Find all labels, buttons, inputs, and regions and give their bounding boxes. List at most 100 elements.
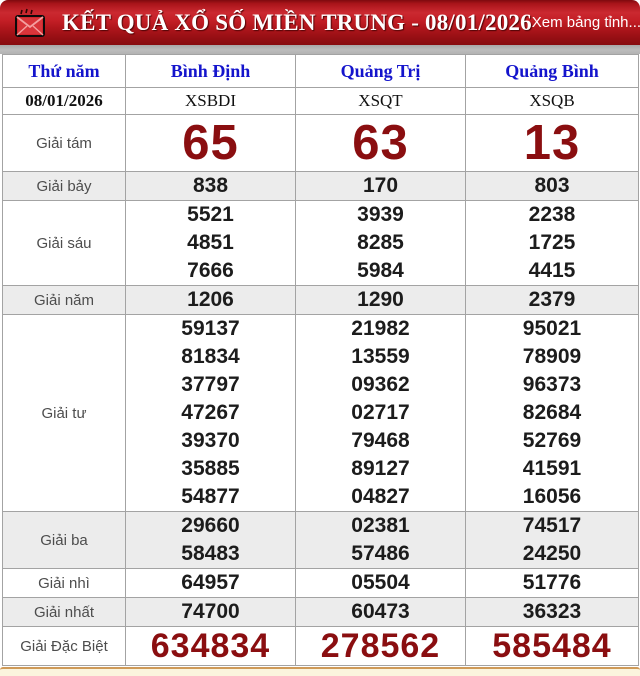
prize-number: 838 bbox=[192, 174, 229, 197]
prize-numbers-cell: 29660 58483 bbox=[125, 511, 296, 569]
prize-number: 82684 bbox=[522, 401, 582, 424]
prize-numbers-cell: 60473 bbox=[295, 597, 466, 627]
prize-number: 52769 bbox=[522, 429, 582, 452]
prize-number: 58483 bbox=[181, 542, 240, 565]
prize-label: Giải năm bbox=[2, 285, 126, 315]
prize-number: 51776 bbox=[522, 571, 582, 594]
prize-number: 04827 bbox=[351, 485, 410, 508]
prize-number: 5984 bbox=[357, 259, 404, 282]
prize-number: 64957 bbox=[181, 571, 240, 594]
prize-number: 39370 bbox=[181, 429, 240, 452]
prize-number: 41591 bbox=[522, 457, 582, 480]
prize-numbers-cell: 64957 bbox=[125, 568, 296, 598]
prize-number: 29660 bbox=[181, 514, 240, 537]
prize-label: Giải sáu bbox=[2, 200, 126, 286]
prize-numbers-cell: 1206 bbox=[125, 285, 296, 315]
prize-number: 02717 bbox=[351, 401, 410, 424]
prize-number: 634834 bbox=[150, 627, 271, 665]
prize-numbers-cell: 36323 bbox=[465, 597, 639, 627]
page-title: KẾT QUẢ XỔ SỐ MIỀN TRUNG - 08/01/2026 bbox=[62, 9, 532, 35]
prize-label: Giải nhất bbox=[2, 597, 126, 627]
prize-row: Giải bảy 838 170 803 bbox=[2, 171, 639, 201]
prize-number: 2379 bbox=[528, 288, 576, 311]
prize-label: Giải tám bbox=[2, 114, 126, 172]
prize-number: 57486 bbox=[351, 542, 410, 565]
prize-label: Giải ba bbox=[2, 511, 126, 569]
prize-numbers-cell: 65 bbox=[125, 114, 296, 172]
prize-row: Giải năm 1206 1290 2379 bbox=[2, 285, 639, 315]
prize-number: 02381 bbox=[351, 514, 410, 537]
prize-label: Giải tư bbox=[2, 314, 126, 512]
prize-number: 585484 bbox=[492, 627, 612, 665]
province-link-quang-tri[interactable]: Quảng Trị bbox=[295, 54, 466, 88]
province-link-binh-dinh[interactable]: Bình Định bbox=[125, 54, 296, 88]
prize-numbers-cell: 634834 bbox=[125, 626, 296, 666]
prize-numbers-cell: 803 bbox=[465, 171, 639, 201]
prize-number: 74700 bbox=[181, 600, 240, 623]
province-link-quang-binh[interactable]: Quảng Bình bbox=[465, 54, 639, 88]
prize-number: 4415 bbox=[528, 259, 576, 282]
prize-label: Giải nhì bbox=[2, 568, 126, 598]
prize-number: 24250 bbox=[522, 542, 582, 565]
prize-number: 5521 bbox=[187, 203, 234, 226]
mail-icon bbox=[14, 7, 50, 39]
prize-numbers-cell: 3939 8285 5984 bbox=[295, 200, 466, 286]
prize-number: 4851 bbox=[187, 231, 234, 254]
header-shadow-strip bbox=[0, 45, 640, 54]
prize-numbers-cell: 585484 bbox=[465, 626, 639, 666]
draw-date: 08/01/2026 bbox=[2, 87, 126, 115]
prize-label: Giải bảy bbox=[2, 171, 126, 201]
prize-numbers-cell: 95021 78909 96373 82684 52769 41591 16056 bbox=[465, 314, 639, 512]
column-header-row: Thứ năm Bình Định Quảng Trị Quảng Bình bbox=[2, 54, 639, 88]
prize-numbers-cell: 02381 57486 bbox=[295, 511, 466, 569]
prize-numbers-cell: 2379 bbox=[465, 285, 639, 315]
prize-number: 59137 bbox=[181, 317, 240, 340]
prize-number: 13 bbox=[523, 116, 581, 170]
view-province-table-link[interactable]: Xem bảng tỉnh... bbox=[532, 11, 640, 35]
prize-numbers-cell: 21982 13559 09362 02717 79468 89127 04827 bbox=[295, 314, 466, 512]
prize-number: 95021 bbox=[522, 317, 582, 340]
prize-row: Giải tám 65 63 13 bbox=[2, 114, 639, 172]
prize-number: 278562 bbox=[320, 627, 441, 665]
prize-number: 78909 bbox=[522, 345, 582, 368]
prize-number: 7666 bbox=[187, 259, 234, 282]
prize-row: Giải ba 29660 58483 02381 57486 74517 24250 bbox=[2, 511, 639, 569]
prize-number: 13559 bbox=[351, 345, 410, 368]
province-code: XSQB bbox=[465, 87, 639, 115]
prize-number: 1206 bbox=[187, 288, 234, 311]
prize-number: 05504 bbox=[351, 571, 410, 594]
prize-numbers-cell: 278562 bbox=[295, 626, 466, 666]
province-code: XSQT bbox=[295, 87, 466, 115]
prize-number: 2238 bbox=[528, 203, 576, 226]
prize-number: 74517 bbox=[522, 514, 582, 537]
prize-numbers-cell: 170 bbox=[295, 171, 466, 201]
prize-number: 65 bbox=[182, 116, 239, 170]
prize-number: 803 bbox=[534, 174, 570, 197]
view-link-label[interactable]: Xem bảng tỉnh... bbox=[531, 14, 640, 31]
prize-numbers-cell: 63 bbox=[295, 114, 466, 172]
province-code: XSBDI bbox=[125, 87, 296, 115]
prize-numbers-cell: 1290 bbox=[295, 285, 466, 315]
prize-number: 47267 bbox=[181, 401, 240, 424]
prize-number: 8285 bbox=[357, 231, 404, 254]
prize-number: 36323 bbox=[522, 600, 582, 623]
prize-row: Giải tư 59137 81834 37797 47267 39370 35885 548… bbox=[2, 314, 639, 512]
prize-numbers-cell: 838 bbox=[125, 171, 296, 201]
day-header[interactable]: Thứ năm bbox=[2, 54, 126, 88]
prize-numbers-cell: 5521 4851 7666 bbox=[125, 200, 296, 286]
prize-number: 16056 bbox=[522, 485, 582, 508]
prize-number: 54877 bbox=[181, 485, 240, 508]
prize-row: Giải nhì 64957 05504 51776 bbox=[2, 568, 639, 598]
next-section-top-strip bbox=[0, 667, 640, 676]
prize-number: 3939 bbox=[357, 203, 404, 226]
prize-numbers-cell: 59137 81834 37797 47267 39370 35885 54877 bbox=[125, 314, 296, 512]
prize-number: 79468 bbox=[351, 429, 410, 452]
header-bar: KẾT QUẢ XỔ SỐ MIỀN TRUNG - 08/01/2026 Xe… bbox=[0, 0, 640, 45]
prize-number: 170 bbox=[362, 174, 399, 197]
prize-number: 1725 bbox=[528, 231, 576, 254]
date-row: 08/01/2026 XSBDI XSQT XSQB bbox=[2, 87, 639, 115]
prize-rows: Giải tám 65 63 13 Giải bảy 838 170 803 Giải sáu 5… bbox=[2, 114, 639, 666]
results-table: Thứ năm Bình Định Quảng Trị Quảng Bình 0… bbox=[2, 54, 639, 666]
prize-number: 81834 bbox=[181, 345, 240, 368]
